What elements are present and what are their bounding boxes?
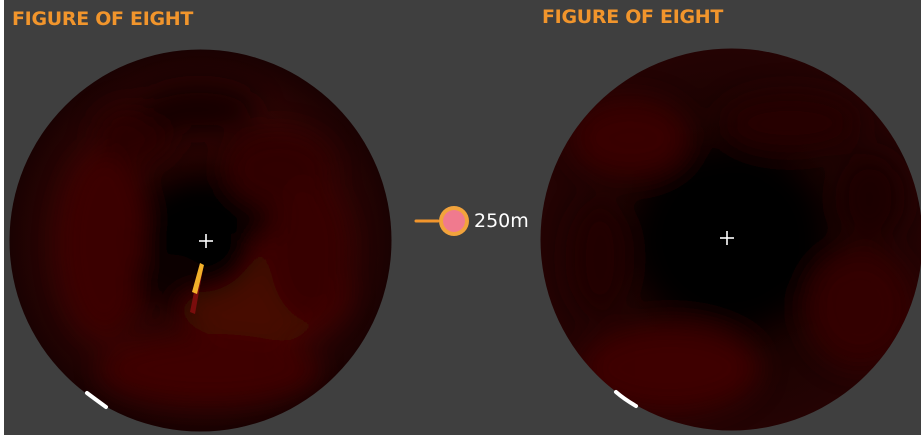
sweep-indicator-icon xyxy=(85,391,108,409)
range-marker-icon xyxy=(414,206,469,236)
right-sonar-panel: FIGURE OF EIGHT xyxy=(536,0,921,435)
left-sonar-panel: FIGURE OF EIGHT xyxy=(4,0,440,435)
sweep-indicator-icon xyxy=(614,390,638,408)
right-panel-title: FIGURE OF EIGHT xyxy=(542,6,724,28)
left-panel-title: FIGURE OF EIGHT xyxy=(12,8,194,30)
crosshair-icon xyxy=(720,231,734,245)
right-sonar-display[interactable] xyxy=(540,48,921,431)
contact-trace-icon xyxy=(190,263,204,314)
crosshair-icon xyxy=(199,234,213,248)
range-label: 250m xyxy=(474,210,529,232)
range-scale: 250m xyxy=(412,200,542,242)
left-sonar-display[interactable] xyxy=(9,49,392,432)
